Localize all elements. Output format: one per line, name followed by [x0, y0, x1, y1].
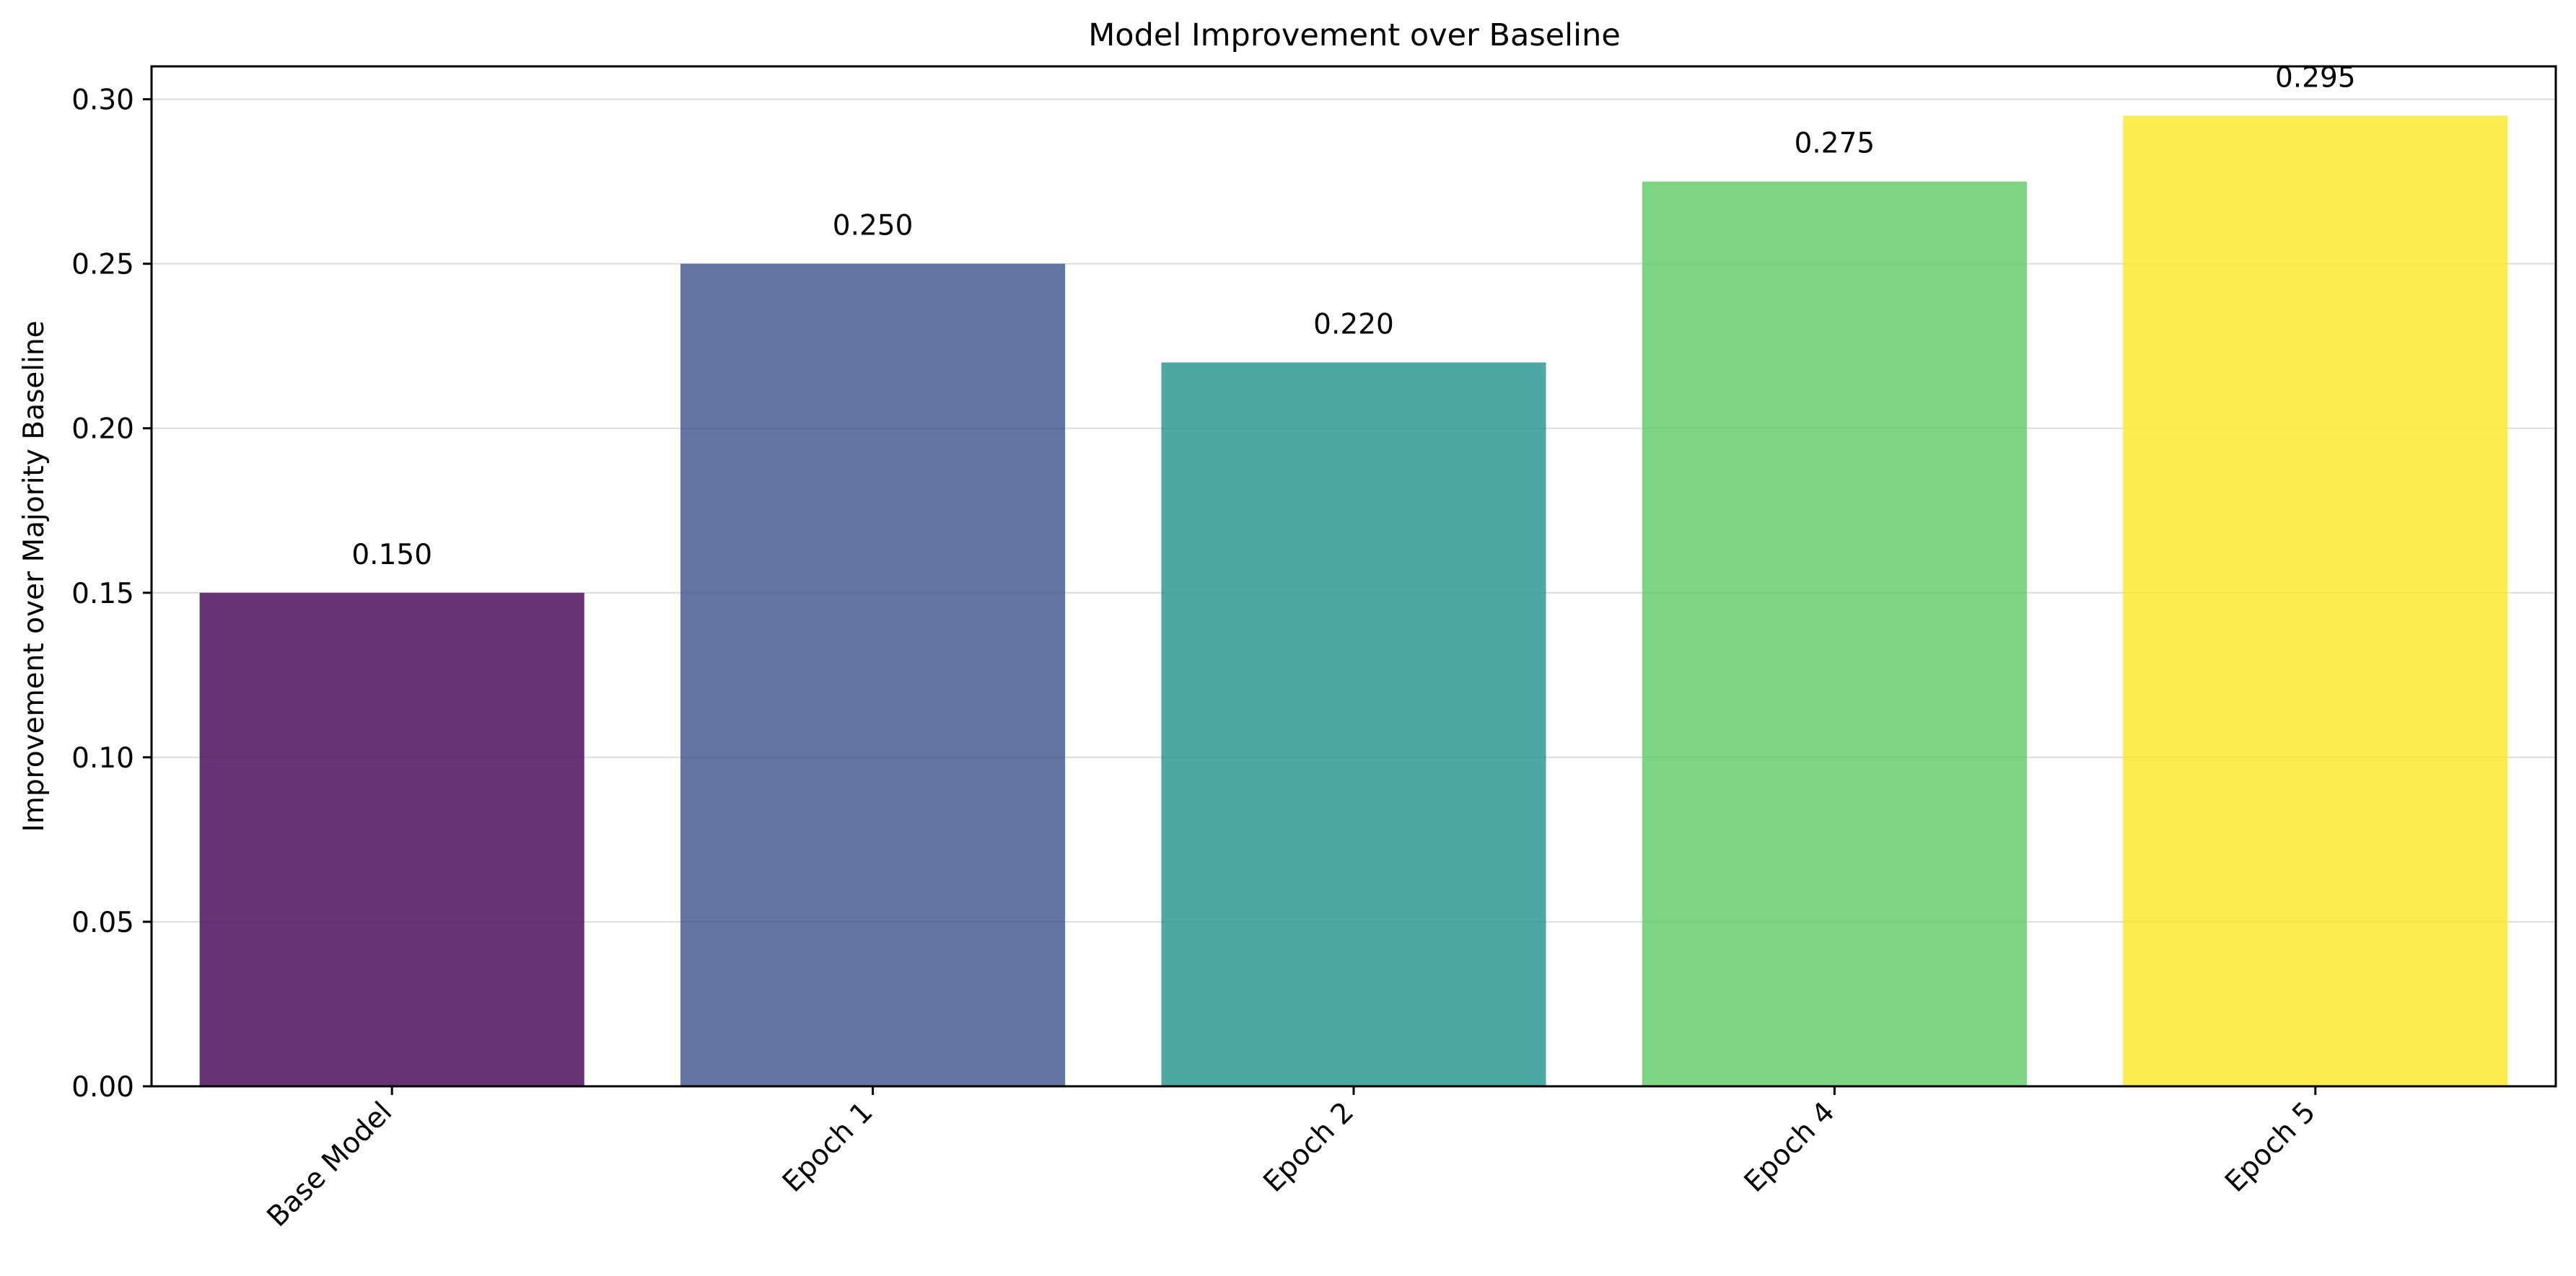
bar-epoch-4 [1642, 181, 2027, 1087]
chart-title: Model Improvement over Baseline [1088, 17, 1621, 53]
y-tick-label: 0.05 [71, 907, 134, 939]
bar-value-label: 0.250 [833, 210, 914, 242]
bar-epoch-1 [680, 263, 1066, 1086]
bar-epoch-5 [2123, 115, 2508, 1087]
y-tick-label: 0.15 [71, 578, 134, 610]
bar-base-model [199, 592, 584, 1086]
y-axis-label: Improvement over Majority Baseline [18, 320, 51, 832]
y-tick-label: 0.25 [71, 249, 134, 281]
bar-value-label: 0.275 [1795, 128, 1875, 160]
y-tick-label: 0.00 [71, 1071, 134, 1104]
y-tick-label: 0.10 [71, 742, 134, 775]
y-tick-label: 0.30 [71, 84, 134, 117]
bar-value-label: 0.220 [1313, 309, 1394, 341]
bar-value-label: 0.150 [351, 539, 432, 571]
y-tick-label: 0.20 [71, 413, 134, 446]
bars [199, 115, 2508, 1087]
bar-epoch-2 [1161, 362, 1546, 1087]
